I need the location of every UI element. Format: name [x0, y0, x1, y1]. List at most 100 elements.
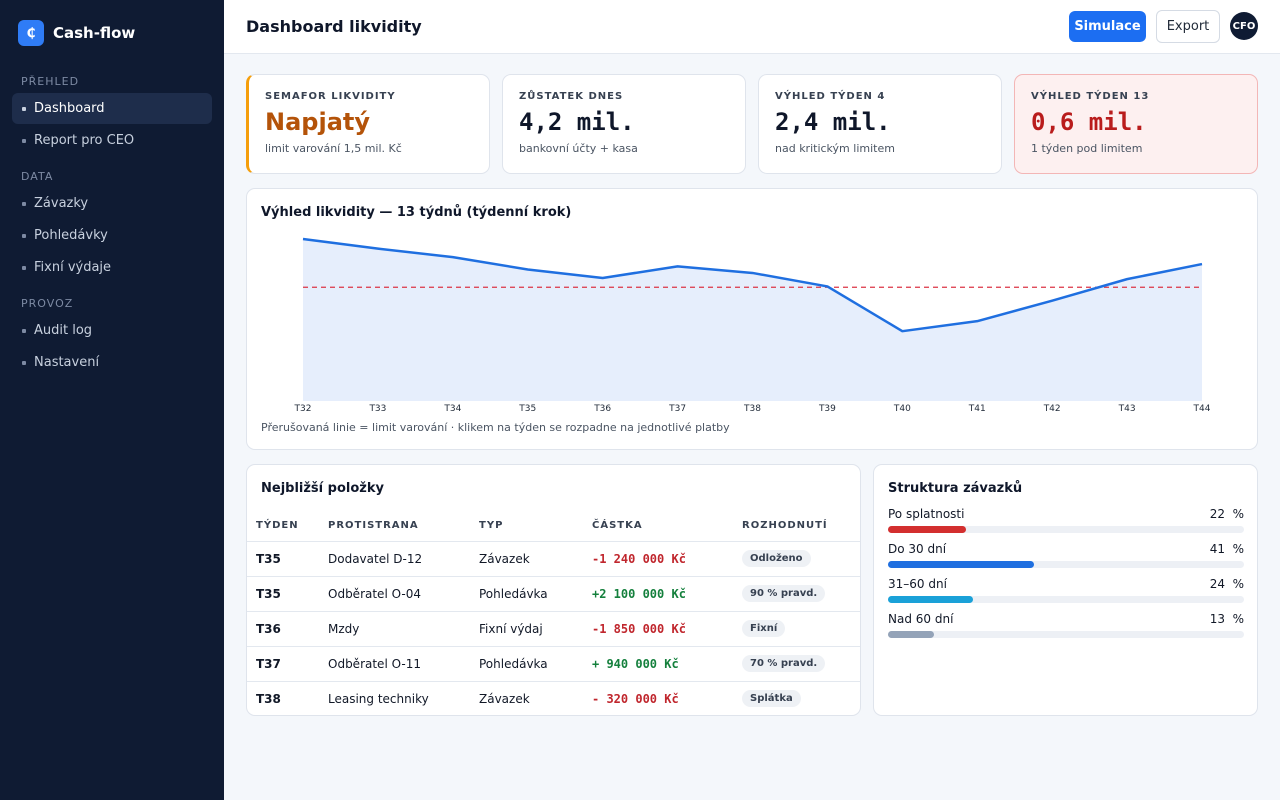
simulate-button[interactable]: Simulace: [1069, 11, 1146, 42]
structure-bar-track: [888, 596, 1244, 603]
structure-title: Struktura závazků: [888, 481, 1023, 496]
column-header: ROZHODNUTÍ: [733, 511, 860, 542]
brand-logo-icon: ₵: [18, 20, 44, 46]
sidebar-item-dashboard[interactable]: Dashboard: [12, 93, 212, 124]
sidebar-item-nastaveni[interactable]: Nastavení: [12, 347, 212, 378]
cell-decision: Fixní: [733, 611, 860, 647]
kpi-value: 0,6 mil.: [1031, 108, 1147, 136]
cell-week: T35: [247, 576, 319, 612]
cell-type: Pohledávka: [470, 646, 583, 682]
chart-point-T44[interactable]: [1182, 229, 1222, 401]
cell-amount: - 320 000 Kč: [583, 681, 733, 715]
table-title: Nejbližší položky: [261, 481, 384, 496]
cell-week: T38: [247, 681, 319, 715]
cell-amount: +2 100 000 Kč: [583, 576, 733, 612]
tick-label: T34: [443, 404, 461, 414]
avatar[interactable]: CFO: [1230, 12, 1258, 40]
sidebar-item-zavazky[interactable]: Závazky: [12, 188, 212, 219]
cell-type: Závazek: [470, 681, 583, 715]
tick-label: T39: [818, 404, 836, 414]
cell-party: Odběratel O-11: [319, 646, 470, 682]
cell-party: Dodavatel D-12: [319, 541, 470, 577]
kpi-card-zustatek: ZŮSTATEK DNES 4,2 mil. bankovní účty + k…: [502, 74, 746, 174]
chart-note: Přerušovaná linie = limit varování · kli…: [261, 421, 730, 434]
table-row[interactable]: T38 Leasing techniky Závazek - 320 000 K…: [247, 681, 860, 715]
tick-label: T42: [1043, 404, 1061, 414]
structure-bar-fill: [888, 526, 967, 533]
nav-section-provoz: PROVOZ: [21, 297, 74, 310]
bullet-icon: [22, 233, 26, 238]
liabilities-structure-card: Struktura závazků Po splatnosti 22 % Do …: [873, 464, 1258, 716]
sidebar-item-label: Závazky: [34, 196, 89, 211]
bullet-icon: [22, 265, 26, 270]
bullet-icon: [22, 138, 26, 143]
kpi-card-tyden-4: VÝHLED TÝDEN 4 2,4 mil. nad kritickým li…: [758, 74, 1002, 174]
sidebar-item-label: Nastavení: [34, 355, 100, 370]
cell-type: Závazek: [470, 541, 583, 577]
chart-point-T33[interactable]: [358, 229, 398, 401]
sidebar-item-pohledavky[interactable]: Pohledávky: [12, 220, 212, 251]
sidebar-item-label: Audit log: [34, 323, 93, 338]
structure-bar-fill: [888, 596, 974, 603]
decision-badge[interactable]: 70 % pravd.: [742, 655, 826, 672]
column-header: TYP: [470, 511, 583, 542]
structure-percent: 24 %: [1209, 577, 1244, 591]
nav-section-prehled: PŘEHLED: [21, 75, 80, 88]
chart-point-T43[interactable]: [1107, 229, 1147, 401]
bullet-icon: [22, 106, 26, 111]
decision-badge[interactable]: 90 % pravd.: [742, 585, 826, 602]
brand[interactable]: ₵ Cash-flow: [18, 20, 135, 46]
kpi-label: ZŮSTATEK DNES: [519, 91, 624, 102]
tick-label: T37: [668, 404, 686, 414]
liquidity-chart[interactable]: T32 T33 T34 T35 T36 T37 T38 T39 T40 T41 T42 T43 T44: [247, 189, 1259, 419]
tick-label: T36: [593, 404, 611, 414]
cell-party: Odběratel O-04: [319, 576, 470, 612]
table-row[interactable]: T35 Odběratel O-04 Pohledávka +2 100 000…: [247, 576, 860, 612]
decision-badge[interactable]: Splátka: [742, 690, 801, 707]
sidebar-item-report-ceo[interactable]: Report pro CEO: [12, 125, 212, 156]
cell-week: T35: [247, 541, 319, 577]
cell-week: T37: [247, 646, 319, 682]
kpi-card-tyden-13: VÝHLED TÝDEN 13 0,6 mil. 1 týden pod lim…: [1014, 74, 1258, 174]
structure-percent: 41 %: [1209, 542, 1244, 556]
cell-decision: 90 % pravd.: [733, 576, 860, 612]
kpi-value: 2,4 mil.: [775, 108, 891, 136]
chart-point-T38[interactable]: [733, 229, 773, 401]
bullet-icon: [22, 328, 26, 333]
kpi-label: VÝHLED TÝDEN 13: [1031, 91, 1150, 102]
sidebar-item-label: Pohledávky: [34, 228, 108, 243]
chart-point-T35[interactable]: [508, 229, 548, 401]
chart-point-T39[interactable]: [807, 229, 847, 401]
table-row[interactable]: T36 Mzdy Fixní výdaj -1 850 000 Kč Fixní: [247, 611, 860, 647]
kpi-sub: nad kritickým limitem: [775, 142, 895, 155]
upcoming-items-card: Nejbližší položky TÝDEN PROTISTRANA TYP …: [246, 464, 861, 716]
chart-point-T36[interactable]: [583, 229, 623, 401]
sidebar-item-label: Report pro CEO: [34, 133, 135, 148]
sidebar-item-fixni-vydaje[interactable]: Fixní výdaje: [12, 252, 212, 283]
structure-bar-track: [888, 526, 1244, 533]
table-row[interactable]: T35 Dodavatel D-12 Závazek -1 240 000 Kč…: [247, 541, 860, 577]
tick-label: T41: [968, 404, 986, 414]
cell-decision: Odloženo: [733, 541, 860, 577]
chart-point-T37[interactable]: [658, 229, 698, 401]
table-row[interactable]: T37 Odběratel O-11 Pohledávka + 940 000 …: [247, 646, 860, 682]
decision-badge[interactable]: Odloženo: [742, 550, 811, 567]
tick-label: T35: [518, 404, 536, 414]
tick-label: T33: [368, 404, 386, 414]
kpi-value: 4,2 mil.: [519, 108, 635, 136]
column-header: ČÁSTKA: [583, 511, 733, 542]
cell-party: Mzdy: [319, 611, 470, 647]
chart-point-T41[interactable]: [957, 229, 997, 401]
page-title: Dashboard likvidity: [246, 17, 422, 36]
brand-name: Cash-flow: [53, 24, 136, 42]
table-header-row: TÝDEN PROTISTRANA TYP ČÁSTKA ROZHODNUTÍ: [247, 511, 860, 542]
chart-point-T32[interactable]: [283, 229, 323, 401]
sidebar-item-audit-log[interactable]: Audit log: [12, 315, 212, 346]
chart-point-T42[interactable]: [1032, 229, 1072, 401]
export-button[interactable]: Export: [1156, 10, 1220, 43]
nav-section-data: DATA: [21, 170, 54, 183]
chart-point-T34[interactable]: [433, 229, 473, 401]
chart-point-T40[interactable]: [882, 229, 922, 401]
decision-badge[interactable]: Fixní: [742, 620, 786, 637]
cell-type: Fixní výdaj: [470, 611, 583, 647]
